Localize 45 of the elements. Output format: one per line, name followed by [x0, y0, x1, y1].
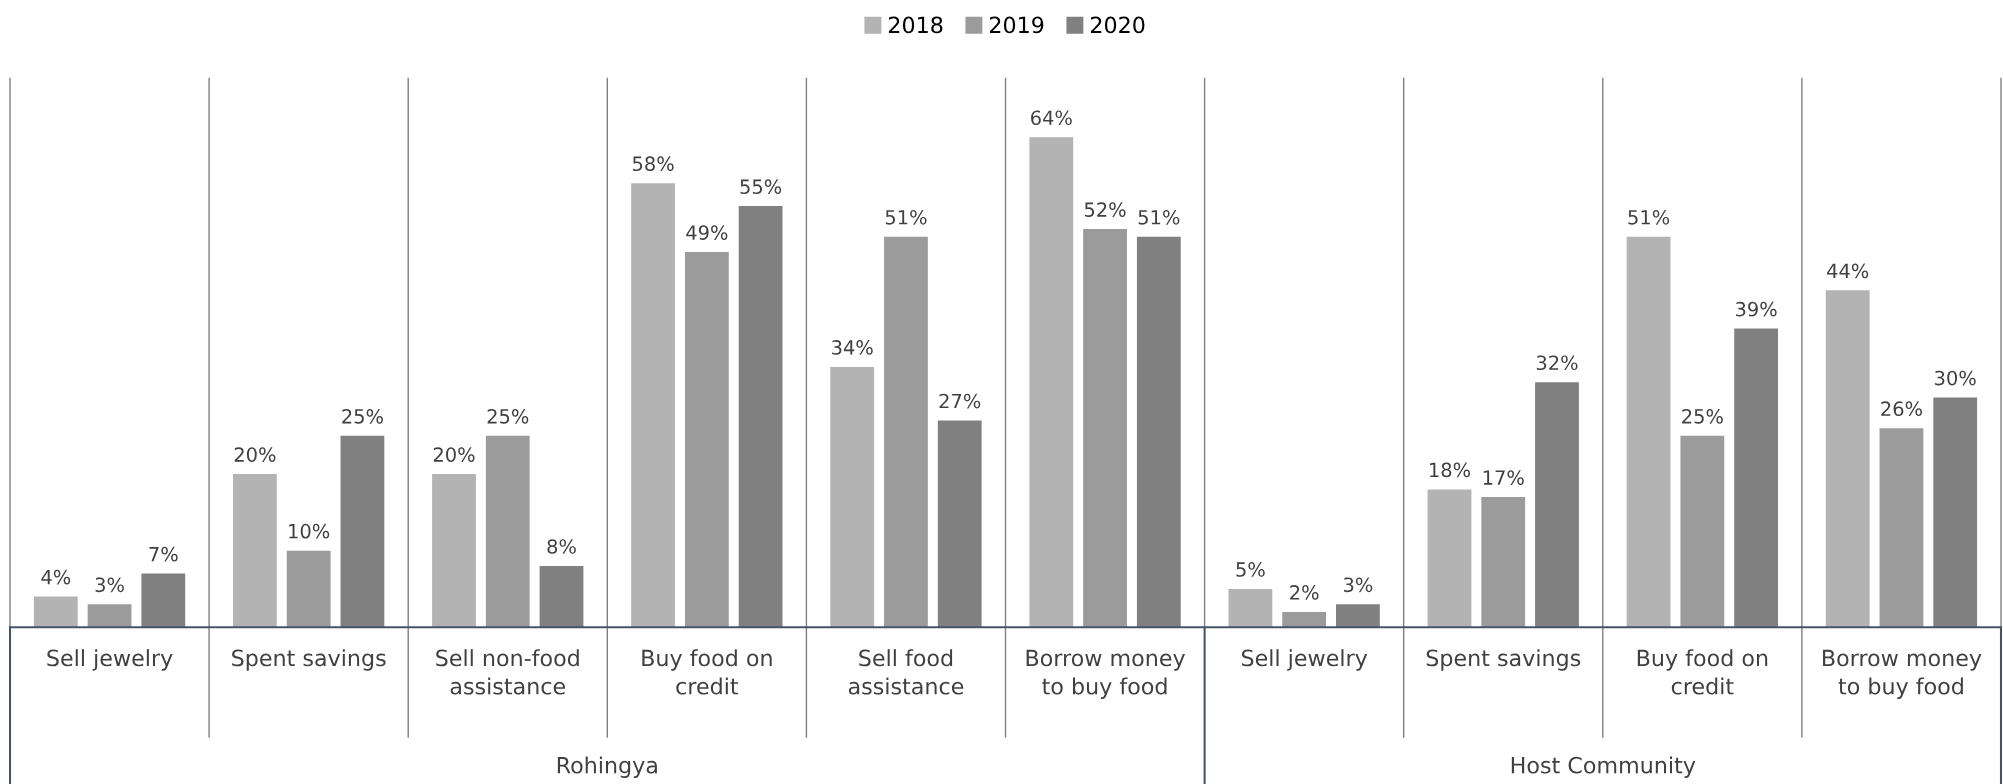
data-label: 4%: [41, 569, 71, 585]
data-label: 7%: [149, 546, 178, 562]
x-tick-label: Borrow money to buy food: [1026, 649, 1185, 699]
data-label: 18%: [1430, 462, 1471, 478]
data-label: 58%: [632, 156, 674, 172]
text: Rohingya: [557, 756, 657, 778]
data-label: 20%: [433, 447, 475, 462]
data-label: 25%: [342, 408, 383, 424]
legend-label: 2018: [888, 16, 943, 34]
data-label: 25%: [487, 408, 529, 424]
x-tick-label: Buy food on credit: [642, 649, 772, 695]
data-label: 44%: [1827, 263, 1869, 279]
data-label: 32%: [1536, 355, 1578, 371]
data-label: 27%: [939, 393, 981, 409]
x-tick-label: Sell non-food assistance: [436, 649, 579, 695]
text: Host Community: [1511, 756, 1696, 778]
data-label: 30%: [1935, 370, 1976, 386]
data-label: 34%: [832, 340, 873, 355]
data-label: 51%: [1138, 209, 1180, 225]
x-tick-label: Buy food on credit: [1637, 649, 1768, 695]
data-label: 20%: [234, 447, 276, 462]
data-label: 10%: [289, 523, 330, 539]
legend-label: 2019: [989, 16, 1044, 34]
data-label: 51%: [885, 209, 927, 225]
legend-label: 2020: [1090, 16, 1145, 34]
data-label: 3%: [95, 577, 124, 593]
x-tick-label: Sell jewelry: [1241, 649, 1368, 671]
data-label: 64%: [1031, 110, 1072, 126]
x-tick-label: Spent savings: [1426, 649, 1581, 671]
x-tick-label: Sell food assistance: [848, 649, 964, 695]
data-label: 55%: [740, 179, 782, 195]
data-label: 5%: [1236, 562, 1265, 577]
data-label: 17%: [1483, 470, 1524, 485]
data-label: 26%: [1881, 401, 1922, 417]
x-tick-label: Sell jewelry: [47, 649, 173, 671]
data-label: 51%: [1628, 209, 1670, 225]
x-tick-label: Spent savings: [232, 649, 386, 671]
data-label: 25%: [1682, 408, 1723, 424]
data-label: 3%: [1343, 577, 1373, 593]
data-label: 49%: [686, 225, 728, 240]
data-label: 2%: [1290, 585, 1319, 600]
data-label: 8%: [547, 539, 576, 554]
x-tick-label: Borrow money to buy food: [1823, 649, 1982, 699]
data-label: 39%: [1735, 301, 1777, 317]
data-label: 52%: [1084, 202, 1126, 217]
